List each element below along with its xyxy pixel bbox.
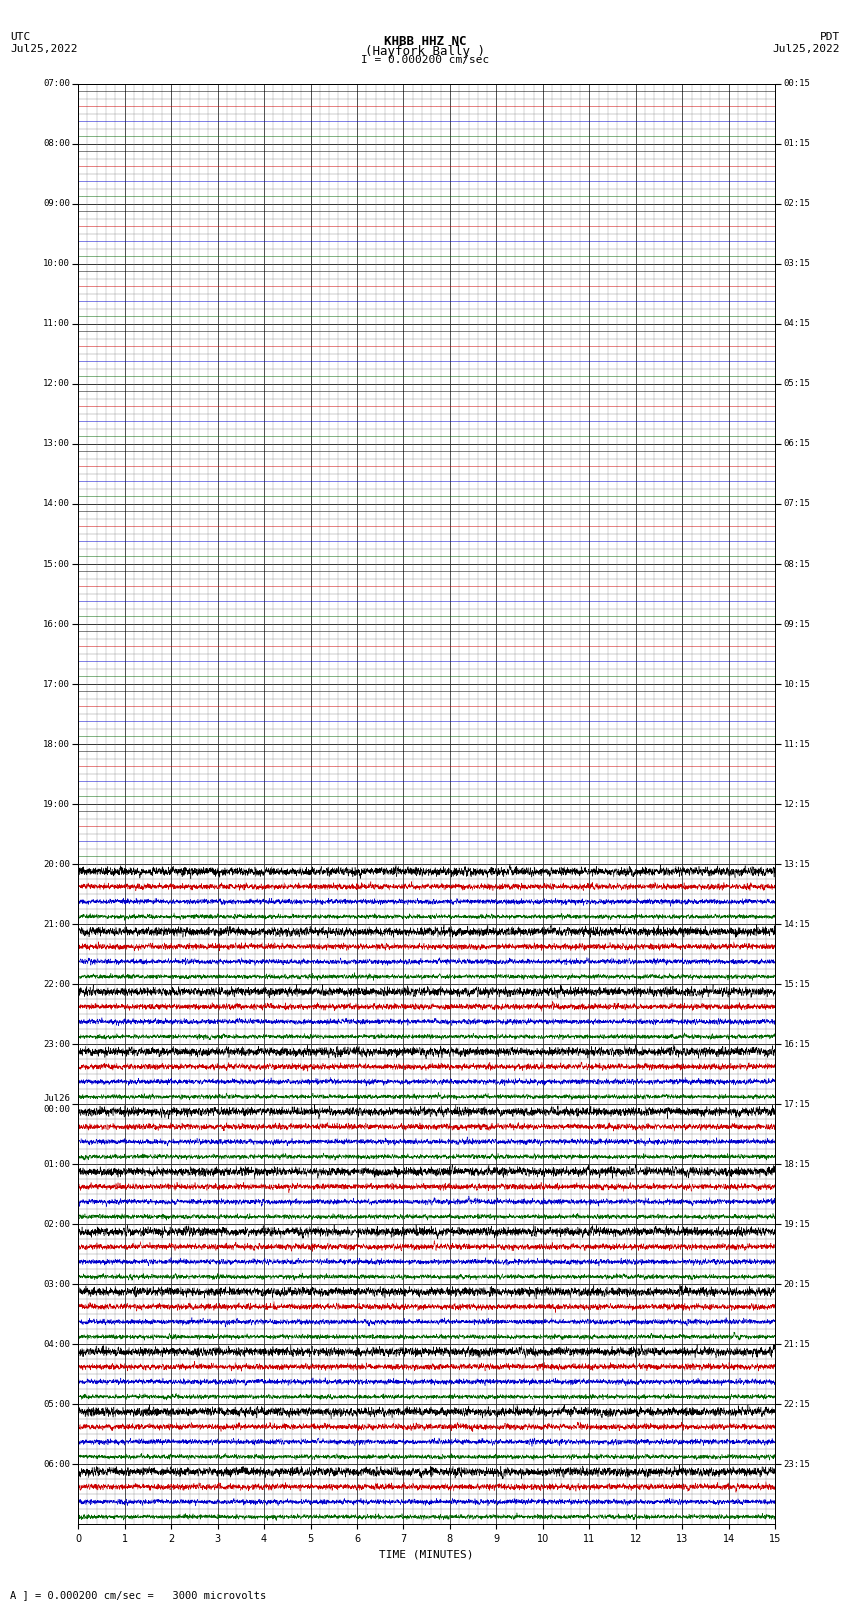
Text: PDT
Jul25,2022: PDT Jul25,2022 [773,32,840,53]
Text: I = 0.000200 cm/sec: I = 0.000200 cm/sec [361,55,489,65]
Text: (Hayfork Bally ): (Hayfork Bally ) [365,45,485,58]
Text: A ] = 0.000200 cm/sec =   3000 microvolts: A ] = 0.000200 cm/sec = 3000 microvolts [10,1590,266,1600]
X-axis label: TIME (MINUTES): TIME (MINUTES) [379,1550,474,1560]
Text: UTC
Jul25,2022: UTC Jul25,2022 [10,32,77,53]
Text: KHBB HHZ NC: KHBB HHZ NC [383,35,467,48]
